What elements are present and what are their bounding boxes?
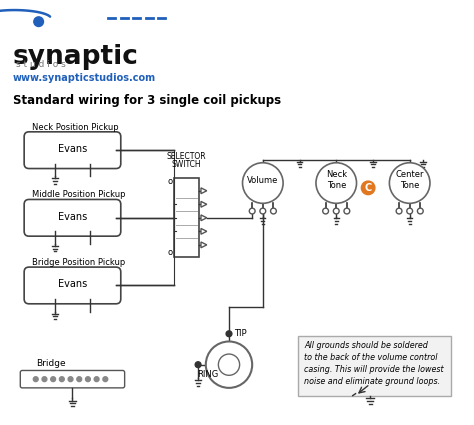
Text: synaptic: synaptic [12, 44, 138, 70]
Text: TIP: TIP [234, 329, 246, 338]
Circle shape [103, 377, 108, 382]
Text: o: o [168, 249, 173, 258]
Text: RING: RING [197, 369, 219, 379]
Circle shape [333, 208, 339, 214]
FancyBboxPatch shape [298, 336, 451, 396]
FancyBboxPatch shape [24, 199, 121, 236]
Text: Middle Position Pickup: Middle Position Pickup [32, 190, 126, 199]
Circle shape [396, 208, 402, 214]
Circle shape [94, 377, 99, 382]
FancyBboxPatch shape [24, 267, 121, 304]
Circle shape [59, 377, 64, 382]
Circle shape [42, 377, 47, 382]
Circle shape [344, 208, 350, 214]
Text: www.synapticstudios.com: www.synapticstudios.com [12, 73, 155, 83]
Polygon shape [201, 242, 207, 248]
Text: Evans: Evans [58, 144, 87, 154]
Circle shape [323, 208, 328, 214]
Circle shape [316, 163, 356, 203]
Text: All grounds should be soldered
to the back of the volume control
casing. This wi: All grounds should be soldered to the ba… [304, 342, 444, 386]
FancyBboxPatch shape [20, 371, 125, 388]
Polygon shape [201, 188, 207, 194]
Circle shape [51, 377, 55, 382]
Text: SWITCH: SWITCH [172, 160, 201, 169]
Circle shape [68, 377, 73, 382]
Text: Evans: Evans [58, 212, 87, 222]
Circle shape [243, 163, 283, 203]
Circle shape [361, 181, 375, 195]
Polygon shape [201, 215, 207, 221]
Circle shape [271, 208, 276, 214]
Circle shape [260, 208, 266, 214]
FancyBboxPatch shape [24, 132, 121, 169]
Circle shape [33, 377, 38, 382]
Text: SELECTOR: SELECTOR [167, 152, 206, 161]
Text: Neck
Tone: Neck Tone [326, 170, 347, 190]
Text: s t u d i o s: s t u d i o s [17, 60, 66, 69]
Text: Bridge: Bridge [36, 359, 65, 368]
Circle shape [85, 377, 91, 382]
Text: Standard wiring for 3 single coil pickups: Standard wiring for 3 single coil pickup… [12, 94, 281, 107]
Circle shape [418, 208, 423, 214]
Circle shape [389, 163, 430, 203]
Circle shape [77, 377, 82, 382]
Text: Center
Tone: Center Tone [395, 170, 424, 190]
Circle shape [34, 17, 44, 26]
FancyBboxPatch shape [174, 178, 199, 258]
Text: Evans: Evans [58, 280, 87, 289]
Circle shape [226, 331, 232, 337]
Polygon shape [201, 229, 207, 234]
Circle shape [195, 362, 201, 368]
Polygon shape [201, 201, 207, 207]
Text: o: o [168, 177, 173, 186]
Text: Volume: Volume [247, 176, 279, 184]
Text: C: C [365, 183, 372, 193]
Text: Bridge Position Pickup: Bridge Position Pickup [32, 258, 125, 267]
Circle shape [407, 208, 412, 214]
Circle shape [206, 342, 252, 388]
Circle shape [219, 354, 240, 375]
Circle shape [249, 208, 255, 214]
Text: Neck Position Pickup: Neck Position Pickup [32, 123, 118, 132]
